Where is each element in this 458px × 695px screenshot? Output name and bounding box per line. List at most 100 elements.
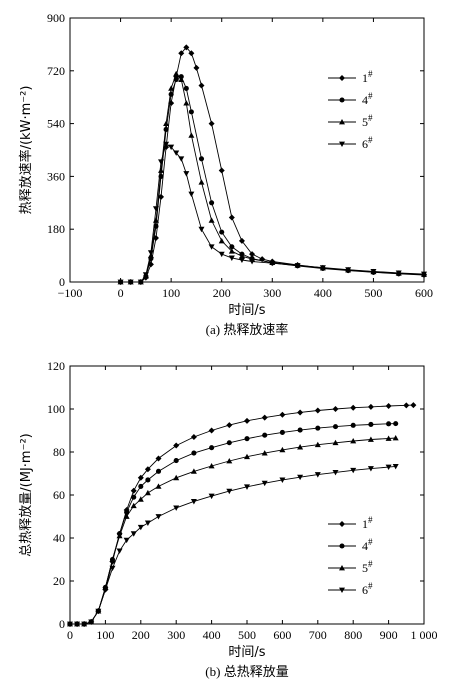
data-point xyxy=(249,251,256,258)
data-point xyxy=(370,269,377,275)
y-tick-label: 180 xyxy=(47,222,65,236)
data-point xyxy=(188,132,195,138)
data-point xyxy=(137,474,144,481)
data-point xyxy=(208,217,215,223)
data-point xyxy=(279,411,286,418)
legend-marker xyxy=(339,97,345,103)
legend-label: 5# xyxy=(362,559,373,575)
series-3: 5# xyxy=(67,435,399,627)
y-axis-label: 热释放速率/(kW·m⁻²) xyxy=(18,86,34,215)
data-point xyxy=(116,548,123,554)
legend-label: 4# xyxy=(362,537,373,553)
data-point xyxy=(198,82,205,89)
data-point xyxy=(395,270,402,276)
data-point xyxy=(226,422,233,429)
legend-label: 1# xyxy=(362,515,373,531)
data-point xyxy=(109,556,116,562)
data-point xyxy=(332,470,339,476)
data-point xyxy=(178,50,185,57)
data-point xyxy=(95,608,102,615)
data-point xyxy=(208,427,215,434)
x-tick-label: 0 xyxy=(67,628,73,642)
legend-marker xyxy=(339,119,345,125)
data-point xyxy=(350,438,357,444)
data-point xyxy=(193,64,200,71)
data-point xyxy=(131,494,137,500)
data-point xyxy=(368,421,374,428)
data-point xyxy=(183,100,190,106)
data-point xyxy=(191,450,197,456)
data-point xyxy=(314,472,321,478)
y-tick-label: 40 xyxy=(53,531,65,545)
data-point xyxy=(130,502,137,509)
series-3: 5# xyxy=(117,70,427,285)
data-point xyxy=(190,468,197,474)
x-tick-label: 700 xyxy=(309,628,327,642)
data-point xyxy=(315,425,321,431)
data-point xyxy=(173,150,180,156)
data-point xyxy=(332,406,339,412)
data-point xyxy=(188,50,195,57)
legend-marker xyxy=(339,565,345,571)
data-point xyxy=(137,524,144,531)
data-point xyxy=(319,265,326,271)
y-tick-label: 60 xyxy=(53,488,65,502)
data-point xyxy=(124,509,130,515)
data-point xyxy=(385,435,392,441)
data-point xyxy=(262,432,268,438)
data-point xyxy=(238,253,245,259)
data-point xyxy=(67,621,73,627)
series-line xyxy=(70,437,396,625)
data-point xyxy=(218,167,225,174)
legend-marker xyxy=(339,587,345,593)
y-tick-label: 100 xyxy=(47,402,65,416)
chart-a-heat-release-rate: −100 0 100 200 300 400 500 6000180360540720900时… xyxy=(18,11,433,337)
data-point xyxy=(137,496,144,502)
series-line xyxy=(120,46,425,283)
data-point xyxy=(392,435,399,441)
data-point xyxy=(228,255,235,261)
legend-marker xyxy=(339,521,345,527)
y-tick-label: 540 xyxy=(47,117,65,131)
data-point xyxy=(178,156,185,162)
data-point xyxy=(244,453,250,460)
y-tick-label: 120 xyxy=(47,359,65,373)
data-point xyxy=(332,424,339,430)
data-point xyxy=(198,179,205,185)
legend-marker xyxy=(339,543,345,549)
data-point xyxy=(403,402,410,409)
data-point xyxy=(123,513,130,519)
data-point xyxy=(226,458,233,464)
series-2: 4# xyxy=(118,74,427,285)
data-point xyxy=(173,70,180,77)
data-point xyxy=(137,279,144,285)
x-axis-label: 时间/s xyxy=(228,303,265,318)
y-tick-label: 20 xyxy=(53,574,65,588)
data-point xyxy=(386,421,392,427)
data-point xyxy=(385,464,392,471)
data-point xyxy=(297,427,303,433)
data-point xyxy=(350,404,357,411)
data-point xyxy=(269,260,276,267)
data-point xyxy=(173,505,180,511)
x-tick-label: 600 xyxy=(415,286,433,300)
series-4: 6# xyxy=(67,464,399,627)
data-point xyxy=(209,200,215,206)
x-tick-label: 600 xyxy=(273,628,291,642)
chart-b-total-heat-release: 0 100 200 300 400 500 600 700 800 900 1 000 0 20 40 60… xyxy=(19,359,438,679)
data-point xyxy=(314,407,321,414)
y-tick-label: 0 xyxy=(59,617,65,631)
data-point xyxy=(297,444,304,450)
x-tick-label: 0 xyxy=(118,286,124,300)
data-point xyxy=(367,466,374,472)
data-point xyxy=(261,414,268,421)
x-tick-label: −100 xyxy=(58,286,83,300)
y-tick-label: 900 xyxy=(47,11,65,25)
data-point xyxy=(367,436,374,442)
x-tick-label: 800 xyxy=(344,628,362,642)
data-point xyxy=(109,565,116,572)
series-1: 1# xyxy=(117,44,427,285)
y-tick-label: 360 xyxy=(47,169,65,183)
x-tick-label: 300 xyxy=(167,628,185,642)
data-point xyxy=(190,499,197,505)
